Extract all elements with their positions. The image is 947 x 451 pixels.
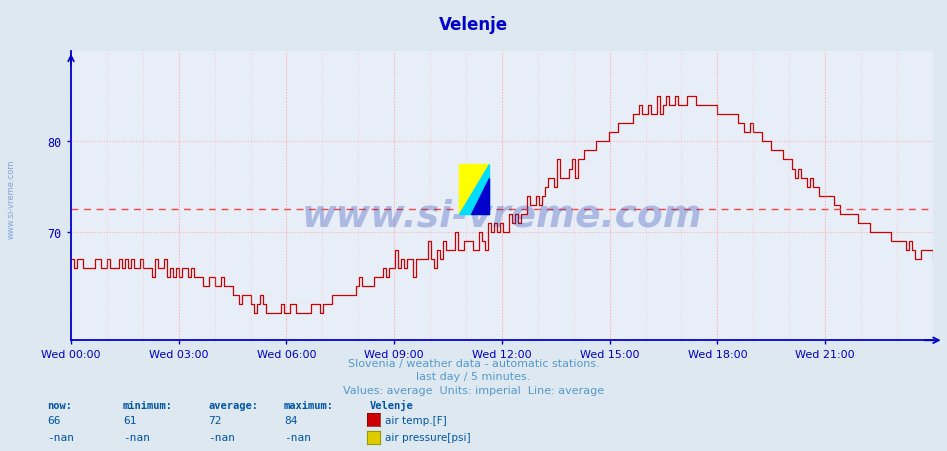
Text: air temp.[F]: air temp.[F] (385, 414, 447, 424)
Text: -nan: -nan (208, 432, 236, 442)
Text: 61: 61 (123, 414, 136, 424)
Text: Slovenia / weather data - automatic stations.: Slovenia / weather data - automatic stat… (348, 358, 599, 368)
Text: Velenje: Velenje (369, 399, 413, 410)
Text: 66: 66 (47, 414, 61, 424)
Polygon shape (458, 165, 490, 214)
Text: average:: average: (208, 400, 259, 410)
Text: maximum:: maximum: (284, 400, 334, 410)
Text: www.si-vreme.com: www.si-vreme.com (301, 198, 703, 235)
Text: -nan: -nan (47, 432, 75, 442)
Polygon shape (472, 178, 490, 214)
Polygon shape (458, 165, 490, 214)
Text: minimum:: minimum: (123, 400, 173, 410)
Text: 84: 84 (284, 414, 297, 424)
Text: -nan: -nan (284, 432, 312, 442)
Text: www.si-vreme.com: www.si-vreme.com (7, 159, 16, 238)
Text: last day / 5 minutes.: last day / 5 minutes. (417, 372, 530, 382)
Text: Values: average  Units: imperial  Line: average: Values: average Units: imperial Line: av… (343, 385, 604, 395)
Text: now:: now: (47, 400, 72, 410)
Text: 72: 72 (208, 414, 222, 424)
Text: -nan: -nan (123, 432, 151, 442)
Text: air pressure[psi]: air pressure[psi] (385, 432, 471, 442)
Text: Velenje: Velenje (439, 16, 508, 34)
